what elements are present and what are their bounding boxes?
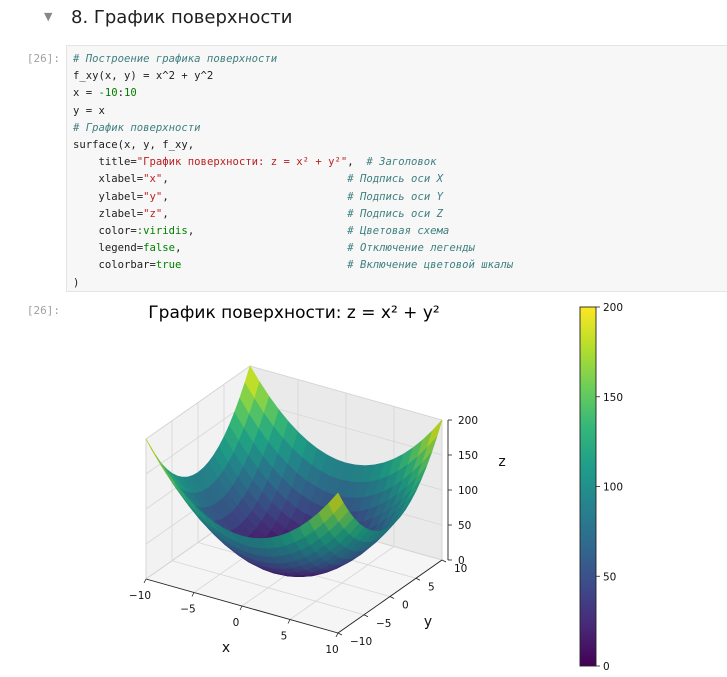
y-tick	[389, 596, 395, 599]
code-token: :	[117, 87, 125, 100]
x-tick-label: 0	[233, 617, 240, 629]
x-tick	[191, 592, 195, 597]
code-token: ,	[162, 207, 348, 220]
code-token: "z"	[143, 207, 163, 220]
code-token: ,	[175, 242, 348, 255]
code-token: # Цветовая схема	[347, 225, 450, 238]
y-axis-label: y	[424, 614, 432, 630]
code-line: legend=false, # Отключение легенды	[73, 242, 475, 254]
code-editor[interactable]: # Построение графика поверхности f_xy(x,…	[73, 51, 513, 292]
code-token: # Подпись оси Y	[347, 190, 443, 203]
code-token: false	[143, 242, 176, 255]
y-tick-label: −10	[350, 636, 372, 648]
section-heading-row: ▼ 8. График поверхности	[0, 0, 727, 40]
code-token: ylabel=	[73, 190, 144, 203]
code-token: legend=	[73, 242, 144, 255]
code-token: # Отключение легенды	[347, 242, 475, 255]
code-token: # Подпись оси Z	[347, 207, 443, 220]
y-tick	[415, 577, 421, 581]
x-tick-label: −10	[129, 590, 151, 602]
x-tick-label: 5	[281, 631, 288, 643]
colorbar-tick-label: 200	[603, 302, 623, 314]
output-prompt: [26]:	[26, 304, 60, 317]
z-tick-label: 150	[458, 450, 478, 462]
code-token: y = x	[73, 104, 105, 117]
y-tick-label: 0	[402, 600, 409, 612]
colorbar	[579, 306, 597, 667]
y-tick	[337, 632, 343, 636]
code-token: :viridis	[136, 225, 188, 238]
y-tick	[441, 559, 447, 563]
code-token: f_xy(x, y) = x^2 + y^2	[73, 70, 214, 83]
code-line: x = -10:10	[73, 87, 137, 99]
x-tick	[335, 632, 339, 638]
code-token: # Заголовок	[366, 156, 437, 169]
code-token: x =	[73, 87, 99, 100]
code-token: "y"	[143, 190, 163, 203]
code-token: surface(x, y, f_xy,	[73, 139, 195, 152]
colorbar-tick-label: 150	[603, 392, 623, 404]
colorbar-tick-label: 50	[603, 571, 616, 583]
code-line: xlabel="x", # Подпись оси X	[73, 173, 443, 185]
z-tick-label: 200	[458, 415, 478, 427]
z-tick-label: 50	[458, 520, 471, 532]
code-token: "График поверхности: z = x² + y²"	[136, 156, 348, 169]
y-tick-label: 5	[428, 581, 435, 593]
input-prompt: [26]:	[26, 52, 60, 65]
code-line: color=:viridis, # Цветовая схема	[73, 225, 450, 238]
surface-plot: −10−50510−10−50510050100150200xyzГрафик …	[129, 302, 623, 673]
section-heading: 8. График поверхности	[71, 7, 293, 28]
z-tick-label: 100	[458, 485, 478, 497]
code-token: # Подпись оси X	[347, 173, 443, 186]
x-tick	[143, 578, 147, 584]
code-line: # График поверхности	[73, 122, 201, 134]
code-token: -10	[98, 87, 118, 100]
code-token: colorbar=	[73, 259, 156, 272]
x-tick-label: −5	[180, 604, 195, 616]
code-token: true	[155, 259, 182, 272]
code-token: # Включение цветовой шкалы	[347, 259, 514, 272]
code-token: # График поверхности	[73, 121, 201, 134]
colorbar-tick-label: 0	[603, 661, 610, 673]
y-tick	[363, 614, 369, 618]
code-line: ylabel="y", # Подпись оси Y	[73, 191, 443, 203]
code-line: f_xy(x, y) = x^2 + y^2	[73, 70, 213, 82]
code-token: ,	[347, 156, 367, 169]
code-token: )	[73, 276, 80, 289]
x-axis-label: x	[222, 640, 230, 656]
code-line: y = x	[73, 105, 105, 117]
code-line: # Построение графика поверхности	[73, 53, 277, 65]
chart-title: График поверхности: z = x² + y²	[148, 303, 439, 323]
code-line: surface(x, y, f_xy,	[73, 139, 194, 151]
x-tick-label: 10	[325, 644, 338, 656]
output-area: −10 −5 0 5 10 −10 −5 0 5 10 0 50 100 150 200 x y z График …	[70, 296, 727, 677]
code-token: xlabel=	[73, 173, 144, 186]
code-cell[interactable]: # Построение графика поверхности f_xy(x,…	[66, 45, 727, 292]
colorbar-tick-label: 100	[603, 482, 623, 494]
x-tick	[239, 605, 243, 611]
code-line: title="График поверхности: z = x² + y²",…	[73, 156, 437, 168]
y-tick-label: −5	[376, 618, 391, 630]
code-token: zlabel=	[73, 207, 144, 220]
code-token	[181, 259, 347, 271]
code-token: ,	[187, 225, 348, 238]
code-token: # Построение графика поверхности	[73, 53, 278, 65]
code-line: zlabel="z", # Подпись оси Z	[73, 208, 443, 220]
x-tick	[287, 619, 291, 624]
z-axis-label: z	[498, 454, 505, 470]
z-tick-label: 0	[458, 555, 465, 567]
code-token: title=	[73, 156, 137, 169]
code-token: "x"	[143, 173, 163, 186]
surface-patch	[328, 492, 344, 514]
code-line: colorbar=true # Включение цветовой шкалы	[73, 259, 514, 272]
code-token: ,	[162, 190, 348, 203]
code-token: color=	[73, 225, 137, 238]
code-line: )	[73, 277, 79, 289]
code-token: ,	[162, 173, 348, 186]
code-token: 10	[124, 87, 137, 100]
collapse-arrow-icon[interactable]: ▼	[44, 10, 53, 23]
y-tick-label: 10	[454, 563, 467, 575]
